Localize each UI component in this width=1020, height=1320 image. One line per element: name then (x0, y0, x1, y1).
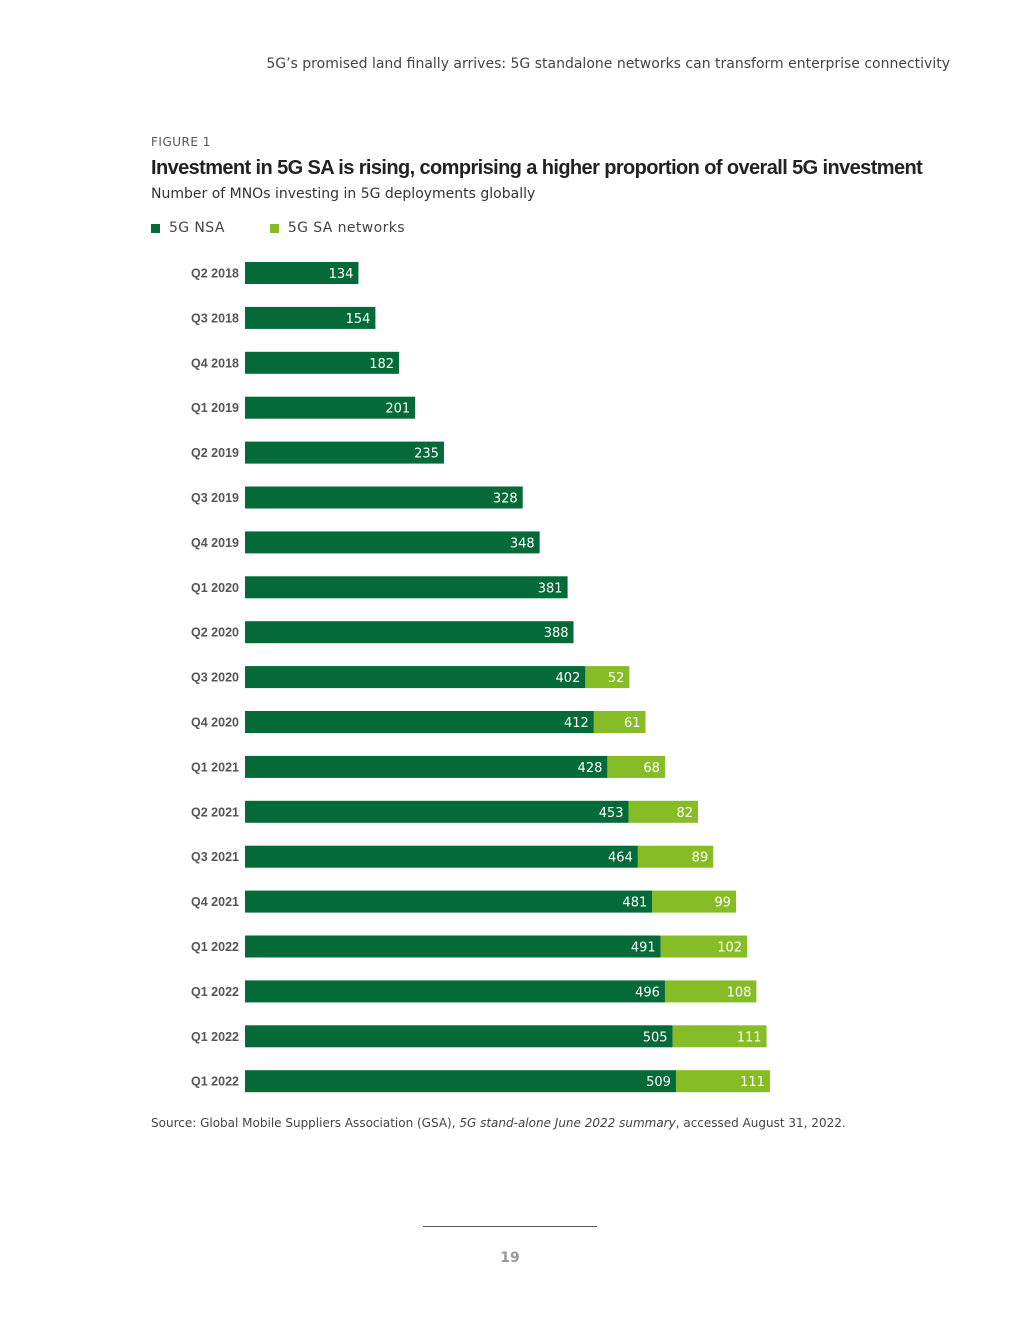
data-label-5g-sa: 52 (608, 671, 625, 686)
data-label-5g-nsa: 509 (646, 1075, 671, 1090)
data-label-5g-nsa: 453 (599, 806, 624, 821)
data-label-5g-nsa: 182 (369, 357, 394, 372)
data-label-5g-nsa: 154 (346, 312, 371, 327)
data-label-5g-nsa: 428 (578, 761, 603, 776)
y-tick-label: Q4 2021 (191, 895, 239, 909)
data-label-5g-nsa: 388 (544, 626, 569, 641)
data-label-5g-sa: 99 (715, 896, 732, 911)
bar-chart: Q2 2018 134 Q3 2018 154 Q4 2018 182 Q1 2019 201… (191, 262, 770, 1093)
data-label-5g-sa: 108 (727, 985, 752, 1000)
data-label-5g-sa: 89 (692, 851, 709, 866)
page-number: 19 (500, 1250, 520, 1266)
source-suffix: , accessed August 31, 2022. (675, 1116, 846, 1130)
data-label-5g-nsa: 402 (556, 671, 581, 686)
bar-5g-nsa (245, 351, 400, 374)
y-tick-label: Q1 2022 (191, 985, 239, 999)
bar-5g-nsa (245, 441, 444, 464)
bar-5g-sa (607, 755, 665, 778)
bar-5g-nsa (245, 486, 523, 509)
bar-5g-sa (593, 711, 646, 733)
data-label-5g-nsa: 381 (538, 581, 563, 596)
bar-5g-nsa (245, 396, 416, 419)
y-tick-label: Q4 2020 (191, 716, 239, 730)
legend-swatch-5g-sa (269, 223, 279, 233)
data-label-5g-sa: 68 (643, 761, 660, 776)
chart-title: Investment in 5G SA is rising, comprisin… (151, 157, 923, 179)
data-label-5g-nsa: 348 (510, 536, 535, 551)
data-label-5g-sa: 111 (740, 1075, 765, 1090)
bar-5g-nsa (245, 845, 638, 868)
chart-legend: 5G NSA 5G SA networks (151, 220, 450, 236)
bar-5g-sa (637, 845, 714, 868)
y-tick-label: Q2 2018 (191, 267, 239, 281)
data-label-5g-sa: 111 (737, 1030, 762, 1045)
bar-5g-nsa (245, 800, 629, 823)
data-label-5g-nsa: 134 (329, 267, 354, 282)
bar-5g-sa (675, 1070, 770, 1093)
y-tick-label: Q1 2021 (191, 760, 239, 774)
y-tick-label: Q2 2020 (191, 626, 239, 640)
running-header: 5G’s promised land finally arrives: 5G s… (266, 56, 950, 72)
footer-divider (423, 1226, 597, 1227)
legend-swatch-5g-nsa (151, 223, 160, 233)
y-tick-label: Q1 2019 (191, 401, 239, 415)
bar-5g-nsa (245, 711, 594, 733)
data-label-5g-sa: 82 (676, 806, 693, 821)
bar-5g-sa (660, 935, 748, 958)
bar-5g-nsa (245, 935, 661, 958)
data-label-5g-nsa: 412 (564, 716, 589, 731)
bar-5g-sa (628, 800, 698, 823)
data-label-5g-nsa: 491 (631, 941, 656, 956)
y-tick-label: Q3 2018 (191, 311, 239, 325)
bar-5g-sa (585, 666, 630, 689)
legend-label-5g-sa: 5G SA networks (287, 220, 405, 236)
y-tick-label: Q2 2021 (191, 805, 239, 819)
bar-5g-sa (652, 890, 737, 913)
legend-item-5g-nsa: 5G NSA (151, 220, 225, 236)
source-prefix: Source: Global Mobile Suppliers Associat… (151, 1116, 460, 1130)
y-tick-label: Q1 2022 (191, 1030, 239, 1044)
y-tick-label: Q4 2019 (191, 536, 239, 550)
data-label-5g-nsa: 505 (643, 1030, 668, 1045)
bar-5g-nsa (245, 980, 665, 1003)
bar-5g-nsa (245, 666, 586, 689)
y-tick-label: Q1 2020 (191, 581, 239, 595)
data-label-5g-nsa: 481 (622, 896, 647, 911)
data-label-5g-sa: 102 (717, 941, 742, 956)
y-tick-label: Q3 2021 (191, 850, 239, 864)
legend-label-5g-nsa: 5G NSA (169, 220, 225, 236)
source-title: 5G stand-alone June 2022 summary (459, 1116, 676, 1130)
bar-5g-sa (664, 980, 757, 1003)
bar-5g-sa (672, 1025, 767, 1048)
bar-5g-nsa (245, 262, 359, 284)
data-label-5g-nsa: 201 (385, 402, 410, 417)
y-tick-label: Q1 2022 (191, 940, 239, 954)
y-tick-label: Q3 2020 (191, 671, 239, 685)
source-note: Source: Global Mobile Suppliers Associat… (151, 1116, 846, 1130)
bar-5g-nsa (245, 1025, 673, 1048)
bar-5g-nsa (245, 621, 574, 644)
y-tick-label: Q1 2022 (191, 1075, 239, 1089)
bar-5g-nsa (245, 576, 568, 599)
data-label-5g-nsa: 235 (414, 447, 439, 462)
data-label-5g-nsa: 464 (608, 851, 633, 866)
bar-5g-nsa (245, 890, 653, 913)
bar-5g-nsa (245, 755, 608, 778)
y-tick-label: Q3 2019 (191, 491, 239, 505)
bar-5g-nsa (245, 1070, 676, 1093)
data-label-5g-nsa: 328 (493, 492, 518, 507)
legend-item-5g-sa: 5G SA networks (269, 220, 405, 236)
data-label-5g-sa: 61 (624, 716, 641, 731)
chart-subtitle: Number of MNOs investing in 5G deploymen… (151, 186, 536, 202)
data-label-5g-nsa: 496 (635, 985, 660, 1000)
y-tick-label: Q4 2018 (191, 356, 239, 370)
y-tick-label: Q2 2019 (191, 446, 239, 460)
bar-5g-nsa (245, 531, 540, 554)
bar-5g-nsa (245, 306, 376, 329)
figure-label: FIGURE 1 (151, 135, 211, 149)
